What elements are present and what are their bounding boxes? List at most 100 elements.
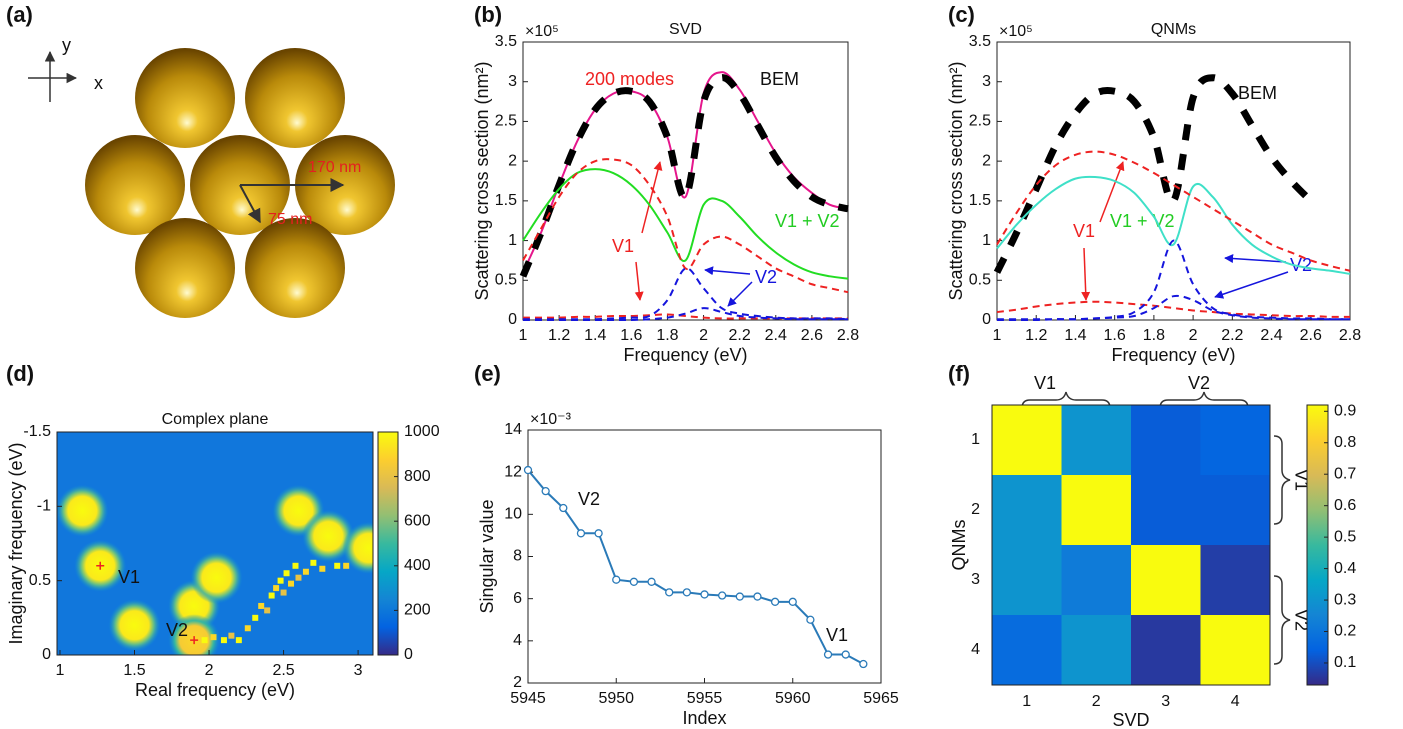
sphere [135, 48, 235, 148]
line [996, 150, 1351, 272]
annotation: V1 [826, 625, 848, 645]
x-tick-label: 2.8 [1339, 327, 1361, 344]
spot [168, 614, 221, 655]
sphere [85, 135, 185, 235]
x-tick-label: 5950 [598, 690, 634, 707]
pixel [258, 602, 265, 609]
point [823, 650, 833, 659]
y-tick-label: 4 [971, 641, 980, 658]
y-tick-label: 2.5 [495, 113, 517, 130]
group-label: V1 [1034, 373, 1056, 393]
line [996, 300, 1351, 318]
colorbar-tick-label: 0.3 [1334, 591, 1356, 608]
pixel [280, 589, 287, 596]
point [770, 597, 780, 606]
point [523, 465, 533, 475]
pixel [244, 625, 251, 632]
x-tick-label: 2.4 [1260, 327, 1282, 344]
colorbar-tick-label: 1000 [404, 423, 440, 440]
point [612, 575, 621, 584]
marker-plus [96, 561, 105, 570]
panel-label: (f) [948, 361, 970, 386]
group-label: V2 [1188, 373, 1210, 393]
chart-title: Complex plane [162, 411, 269, 428]
axis-label: y [62, 35, 71, 55]
y-tick-label: 6 [513, 590, 522, 607]
point [788, 597, 797, 606]
x-tick-label: 1.5 [123, 662, 145, 679]
y-tick-label: 14 [504, 421, 522, 438]
colorbar-tick-label: 0.8 [1334, 434, 1356, 451]
cell [1131, 545, 1201, 616]
x-tick-label: 1.8 [1143, 327, 1165, 344]
spot [190, 551, 243, 604]
x-tick-label: 2.5 [272, 662, 294, 679]
colorbar-tick-label: 0.6 [1334, 497, 1356, 514]
dimension-arrow [239, 184, 261, 224]
spot [302, 510, 355, 563]
y-tick-label: 1 [508, 232, 517, 249]
annotation-arrow [1099, 161, 1125, 223]
x-tick-label: 1 [56, 662, 65, 679]
x-axis-label: SVD [1112, 710, 1149, 729]
annotation-arrow [1081, 247, 1091, 301]
cell [1131, 615, 1201, 686]
colorbar-tick-label: 0 [404, 646, 413, 663]
y-tick-label: 0.5 [969, 272, 991, 289]
pixel [235, 637, 242, 644]
cell [992, 545, 1062, 616]
y-tick-label: 0.5 [495, 272, 517, 289]
x-tick-label: 1.8 [656, 327, 678, 344]
y-tick-label: 8 [513, 548, 522, 565]
y-tick-label: 1.5 [969, 192, 991, 209]
axes-frame [56, 431, 374, 656]
cell [1131, 405, 1201, 476]
x-tick-label: 1.2 [548, 327, 570, 344]
group-brace [1273, 575, 1291, 665]
x-tick-label: 2.4 [765, 327, 787, 344]
y-axis-label: Imaginary frequency (eV) [6, 442, 26, 644]
cell [1200, 405, 1271, 476]
cell [1061, 545, 1132, 616]
colorbar-tick-label: 400 [404, 557, 431, 574]
pixel [252, 614, 259, 621]
y-exponent: ×10⁵ [999, 23, 1033, 40]
colorbar-tick-label: 0.2 [1334, 623, 1356, 640]
pixel [220, 637, 227, 644]
x-axis-label: Frequency (eV) [623, 345, 747, 365]
cell [1061, 475, 1132, 546]
x-tick-label: 1 [1022, 693, 1031, 710]
y-axis-label: Singular value [477, 499, 497, 613]
pixel [277, 577, 284, 584]
pixel [310, 559, 317, 566]
x-tick-label: 1 [519, 327, 528, 344]
dimension-label: 75 nm [268, 211, 312, 228]
colorbar-tick-label: 600 [404, 512, 431, 529]
pixel [283, 570, 290, 577]
y-tick-label: 3.5 [495, 33, 517, 50]
sphere [135, 218, 235, 318]
pixel [334, 562, 341, 569]
curve-label: V1 + V2 [775, 211, 840, 231]
x-tick-label: 2.6 [1300, 327, 1322, 344]
y-tick-label: 2.5 [969, 113, 991, 130]
point [806, 615, 815, 624]
y-exponent: ×10⁻³ [530, 411, 572, 428]
panel-label: (b) [474, 2, 502, 27]
sphere [245, 218, 345, 318]
x-tick-label: 3 [354, 662, 363, 679]
x-tick-label: 2.2 [729, 327, 751, 344]
annotation-arrow [1224, 254, 1287, 264]
group-brace [1273, 435, 1291, 525]
x-tick-label: 2.8 [837, 327, 859, 344]
annotation-arrow [704, 266, 751, 276]
x-tick-label: 1 [993, 327, 1002, 344]
y-tick-label: 2 [982, 152, 991, 169]
pixel [343, 562, 350, 569]
annotation-arrow [634, 261, 644, 301]
x-tick-label: 5960 [775, 690, 811, 707]
panel-label: (c) [948, 2, 975, 27]
line [522, 307, 848, 322]
group-brace [1021, 391, 1111, 409]
